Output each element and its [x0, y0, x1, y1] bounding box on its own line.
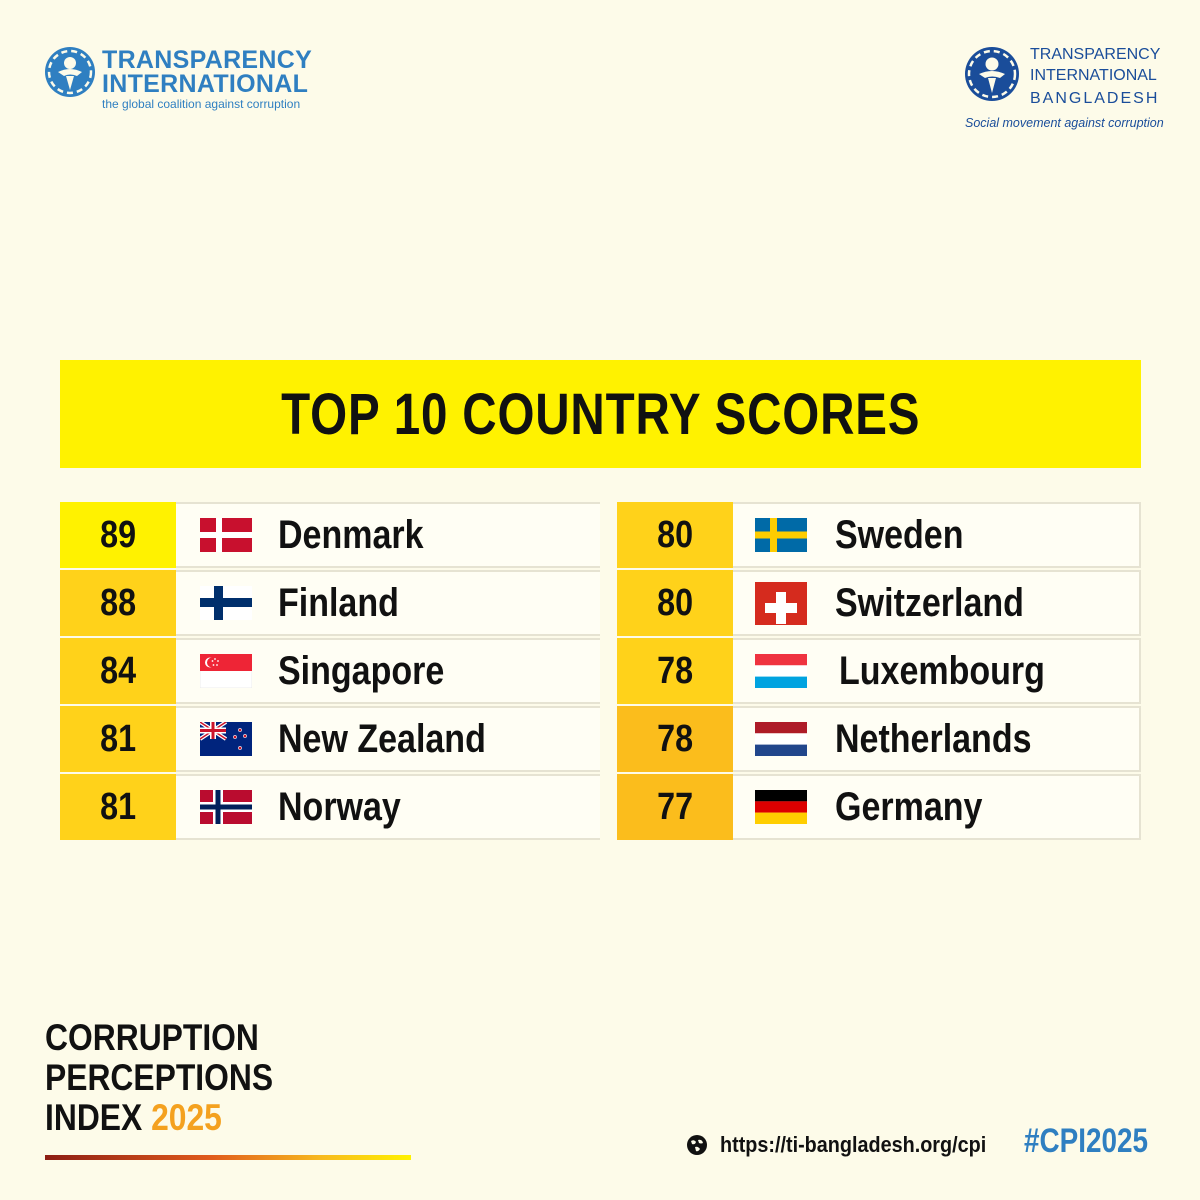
score-cell: 78 [617, 706, 733, 772]
sweden-flag-icon [755, 518, 807, 552]
country-name: Netherlands [835, 706, 1066, 772]
rankings-column-right: 80 Sweden 80 Switzerland 78 Luxembourg 7… [617, 502, 1141, 840]
country-label: Luxembourg [839, 648, 1045, 693]
score-value: 81 [100, 785, 136, 828]
score-value: 77 [657, 785, 693, 828]
ranking-row: 88 Finland [60, 570, 600, 636]
country-label: Netherlands [835, 716, 1032, 761]
ranking-row: 81 New Zealand [60, 706, 600, 772]
finland-flag-icon [200, 586, 252, 620]
score-cell: 78 [617, 638, 733, 704]
country-name: Norway [278, 774, 423, 840]
hashtag: #CPI2025 [1024, 1122, 1149, 1160]
score-value: 78 [657, 649, 693, 692]
score-cell: 81 [60, 706, 176, 772]
logo-left-tagline: the global coalition against corruption [102, 97, 301, 111]
country-name: Singapore [278, 638, 474, 704]
ranking-row: 80 Switzerland [617, 570, 1141, 636]
ranking-row: 78 Netherlands [617, 706, 1141, 772]
logo-right-line2: INTERNATIONAL [1030, 67, 1157, 84]
country-label: Norway [278, 784, 401, 829]
singapore-flag-icon [200, 654, 252, 688]
score-cell: 77 [617, 774, 733, 840]
switzerland-flag-icon [755, 582, 807, 625]
transparency-international-logo: TRANSPARENCY INTERNATIONAL the global co… [44, 44, 324, 114]
logo-left-line2: INTERNATIONAL [102, 70, 309, 98]
cpi-line3-prefix: INDEX [45, 1097, 152, 1138]
country-name: New Zealand [278, 706, 523, 772]
cpi-gradient-bar [45, 1155, 411, 1160]
score-value: 84 [100, 649, 136, 692]
ranking-row: 89 Denmark [60, 502, 600, 568]
germany-flag-icon [755, 790, 807, 824]
score-value: 80 [657, 581, 693, 624]
logo-right-tagline: Social movement against corruption [965, 116, 1164, 130]
country-label: Germany [835, 784, 983, 829]
score-cell: 80 [617, 502, 733, 568]
ranking-row: 80 Sweden [617, 502, 1141, 568]
country-label: Denmark [278, 512, 424, 557]
country-name: Luxembourg [839, 638, 1081, 704]
tib-emblem-icon [965, 47, 1019, 101]
new-zealand-flag-icon [200, 722, 252, 756]
ranking-row: 81 Norway [60, 774, 600, 840]
logo-left-line1: TRANSPARENCY [102, 46, 313, 74]
country-label: Singapore [278, 648, 445, 693]
ti-bangladesh-logo: TRANSPARENCY INTERNATIONAL BANGLADESH So… [960, 44, 1164, 134]
score-cell: 81 [60, 774, 176, 840]
luxembourg-flag-icon [755, 654, 807, 688]
country-name: Sweden [835, 502, 986, 568]
footer-link[interactable]: https://ti-bangladesh.org/cpi [686, 1128, 1016, 1162]
score-cell: 84 [60, 638, 176, 704]
rankings-table: 89 Denmark 88 Finland 84 Singapore 81 Ne… [60, 502, 1141, 840]
logo-right-line1: TRANSPARENCY [1030, 46, 1161, 63]
ranking-row: 84 Singapore [60, 638, 600, 704]
cpi-line2: PERCEPTIONS [45, 1057, 274, 1098]
cpi-line1: CORRUPTION [45, 1017, 259, 1058]
globe-icon [687, 1135, 707, 1155]
netherlands-flag-icon [755, 722, 807, 756]
footer-url[interactable]: https://ti-bangladesh.org/cpi [720, 1132, 987, 1157]
score-cell: 89 [60, 502, 176, 568]
country-label: New Zealand [278, 716, 486, 761]
country-name: Finland [278, 570, 420, 636]
norway-flag-icon [200, 790, 252, 824]
country-name: Denmark [278, 502, 449, 568]
rankings-column-left: 89 Denmark 88 Finland 84 Singapore 81 Ne… [60, 502, 600, 840]
ti-emblem-icon [45, 47, 95, 97]
ranking-row: 78 Luxembourg [617, 638, 1141, 704]
cpi-line3: INDEX 2025 [45, 1098, 372, 1138]
ranking-row: 77 Germany [617, 774, 1141, 840]
score-cell: 88 [60, 570, 176, 636]
cpi-title: CORRUPTION PERCEPTIONS INDEX 2025 [45, 1018, 425, 1138]
page-title: TOP 10 COUNTRY SCORES [280, 381, 921, 447]
title-banner: TOP 10 COUNTRY SCORES [60, 360, 1141, 468]
score-cell: 80 [617, 570, 733, 636]
score-value: 78 [657, 717, 693, 760]
country-label: Sweden [835, 512, 964, 557]
country-label: Switzerland [835, 580, 1024, 625]
score-value: 81 [100, 717, 136, 760]
score-value: 89 [100, 513, 136, 556]
country-name: Germany [835, 774, 1008, 840]
score-value: 80 [657, 513, 693, 556]
denmark-flag-icon [200, 518, 252, 552]
country-label: Finland [278, 580, 399, 625]
cpi-year: 2025 [151, 1097, 222, 1138]
score-value: 88 [100, 581, 136, 624]
country-name: Switzerland [835, 570, 1057, 636]
logo-right-line3: BANGLADESH [1030, 90, 1160, 107]
